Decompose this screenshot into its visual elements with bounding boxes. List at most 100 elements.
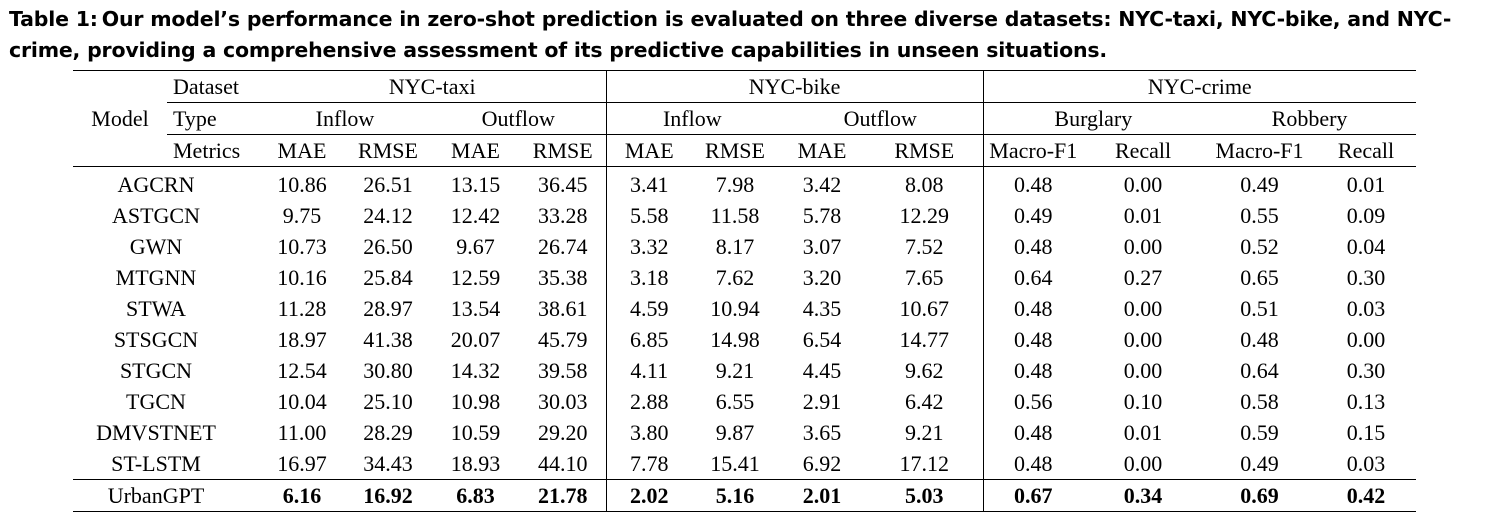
type-header-row: Type Inflow Outflow Inflow Outflow Burgl… bbox=[73, 102, 1416, 135]
value-cell: 5.16 bbox=[692, 479, 779, 512]
value-cell: 10.16 bbox=[277, 264, 327, 290]
type-header: Inflow bbox=[259, 102, 431, 135]
value-cell: 6.42 bbox=[905, 388, 944, 414]
value-cell: 6.55 bbox=[715, 388, 755, 414]
value-cell: 10.04 bbox=[277, 388, 327, 414]
value-cell: 0.30 bbox=[1346, 264, 1386, 290]
metric-header: MAE bbox=[778, 134, 867, 167]
value-cell: 5.03 bbox=[866, 479, 984, 512]
metric-header: RMSE bbox=[345, 134, 431, 167]
value-cell: 25.84 bbox=[363, 264, 413, 290]
dataset-label: Dataset bbox=[167, 70, 259, 103]
model-header: Model bbox=[73, 70, 167, 167]
value-cell: 0.34 bbox=[1083, 479, 1204, 512]
value-cell: 0.48 bbox=[982, 448, 1084, 480]
value-cell: 0.00 bbox=[1346, 326, 1386, 352]
metrics-label: Metrics bbox=[167, 134, 259, 167]
metric-header: RMSE bbox=[692, 134, 779, 167]
value-cell: 0.01 bbox=[1123, 202, 1163, 228]
value-cell: 11.58 bbox=[710, 202, 760, 228]
metric-header: RMSE bbox=[866, 134, 984, 167]
value-cell: 0.03 bbox=[1346, 450, 1386, 476]
value-cell: 20.07 bbox=[450, 326, 501, 352]
value-cell: 10.98 bbox=[450, 388, 501, 414]
value-cell: 44.10 bbox=[538, 450, 588, 476]
value-cell: 7.78 bbox=[605, 448, 693, 480]
caption-text: Our model’s performance in zero-shot pre… bbox=[9, 7, 1452, 62]
value-cell: 11.00 bbox=[277, 419, 327, 445]
value-cell: 7.62 bbox=[715, 264, 755, 290]
value-cell: 0.48 bbox=[982, 355, 1084, 386]
metric-header: Macro-F1 bbox=[1203, 134, 1317, 167]
dataset-header: NYC-taxi bbox=[259, 70, 607, 103]
value-cell: 30.80 bbox=[363, 357, 413, 383]
value-cell: 9.21 bbox=[715, 357, 755, 383]
value-cell: 7.52 bbox=[905, 233, 944, 259]
model-name-cell: MTGNN bbox=[115, 264, 197, 290]
value-cell: 35.38 bbox=[538, 264, 588, 290]
value-cell: 0.00 bbox=[1123, 326, 1163, 352]
value-cell: 0.13 bbox=[1346, 388, 1386, 414]
value-cell: 6.92 bbox=[802, 450, 842, 476]
table-caption: Table 1: Our model’s performance in zero-… bbox=[9, 4, 1481, 66]
dataset-header: NYC-bike bbox=[605, 70, 984, 103]
value-cell: 0.00 bbox=[1123, 357, 1163, 383]
value-cell: 30.03 bbox=[538, 388, 588, 414]
type-header: Outflow bbox=[778, 102, 984, 135]
table-row: ASTGCN 9.75 24.12 12.42 33.28 5.58 11.58 5.78 12… bbox=[73, 200, 1416, 231]
value-cell: 0.01 bbox=[1123, 419, 1163, 445]
value-cell: 8.08 bbox=[866, 166, 984, 200]
value-cell: 0.55 bbox=[1240, 202, 1279, 228]
model-name-cell: STWA bbox=[126, 295, 186, 321]
value-cell: 5.78 bbox=[802, 202, 842, 228]
type-header: Robbery bbox=[1203, 102, 1416, 135]
value-cell: 21.78 bbox=[520, 479, 607, 512]
value-cell: 10.67 bbox=[899, 295, 950, 321]
value-cell: 13.15 bbox=[431, 166, 520, 200]
metric-header: MAE bbox=[431, 134, 520, 167]
dataset-header-row: Model Dataset NYC-taxi NYC-bike NYC-crim… bbox=[73, 70, 1416, 167]
table-row: ST-LSTM 16.97 34.43 18.93 44.10 7.78 15.41 6.92… bbox=[73, 448, 1416, 480]
type-header: Burglary bbox=[982, 102, 1204, 135]
value-cell: 34.43 bbox=[363, 450, 413, 476]
table-row: TGCN 10.04 25.10 10.98 30.03 2.88 6.55 2.91 6.42… bbox=[73, 386, 1416, 417]
value-cell: 2.02 bbox=[605, 479, 693, 512]
value-cell: 0.48 bbox=[982, 417, 1084, 448]
value-cell: 12.29 bbox=[899, 202, 950, 228]
value-cell: 14.32 bbox=[450, 357, 501, 383]
value-cell: 0.03 bbox=[1346, 295, 1386, 321]
value-cell: 0.69 bbox=[1203, 479, 1317, 512]
value-cell: 4.11 bbox=[605, 355, 693, 386]
value-cell: 26.74 bbox=[538, 233, 588, 259]
value-cell: 0.64 bbox=[982, 262, 1084, 293]
value-cell: 0.00 bbox=[1123, 295, 1163, 321]
value-cell: 9.67 bbox=[456, 233, 495, 259]
value-cell: 16.92 bbox=[345, 479, 431, 512]
value-cell: 0.01 bbox=[1316, 166, 1416, 200]
value-cell: 26.51 bbox=[345, 166, 431, 200]
value-cell: 9.62 bbox=[905, 357, 944, 383]
model-name-cell: STSGCN bbox=[113, 326, 199, 352]
value-cell: 0.48 bbox=[982, 324, 1084, 355]
value-cell: 0.58 bbox=[1240, 388, 1279, 414]
value-cell: 18.93 bbox=[450, 450, 501, 476]
value-cell: 10.86 bbox=[259, 166, 345, 200]
value-cell: 10.59 bbox=[450, 419, 501, 445]
value-cell: 3.80 bbox=[605, 417, 693, 448]
value-cell: 39.58 bbox=[538, 357, 588, 383]
value-cell: 13.54 bbox=[450, 295, 501, 321]
value-cell: 0.49 bbox=[1203, 166, 1317, 200]
value-cell: 10.94 bbox=[710, 295, 760, 321]
value-cell: 12.42 bbox=[450, 202, 501, 228]
value-cell: 12.59 bbox=[450, 264, 501, 290]
value-cell: 14.98 bbox=[710, 326, 760, 352]
value-cell: 33.28 bbox=[538, 202, 588, 228]
model-name-cell: GWN bbox=[129, 233, 183, 259]
value-cell: 5.58 bbox=[605, 200, 693, 231]
table-row: STSGCN 18.97 41.38 20.07 45.79 6.85 14.98 6.54 1… bbox=[73, 324, 1416, 355]
value-cell: 8.17 bbox=[715, 233, 755, 259]
value-cell: 0.65 bbox=[1240, 264, 1279, 290]
value-cell: 3.32 bbox=[605, 231, 693, 262]
value-cell: 29.20 bbox=[538, 419, 588, 445]
value-cell: 3.07 bbox=[802, 233, 842, 259]
